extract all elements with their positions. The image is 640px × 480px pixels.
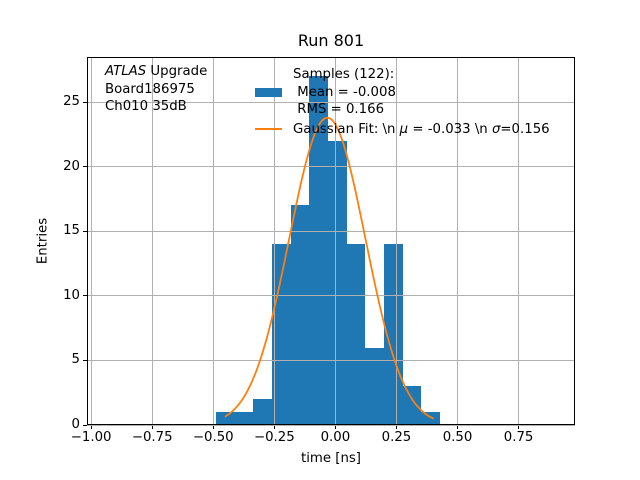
x-tick-mark: [518, 425, 520, 429]
legend-text: = -0.033 \n: [408, 121, 492, 137]
x-tick-label: −1.00: [70, 430, 112, 445]
y-axis-label: Entries: [35, 217, 51, 265]
annotation-text: Upgrade: [146, 64, 208, 79]
y-tick-label: 10: [63, 287, 80, 303]
chart-title: Run 801: [297, 31, 365, 50]
legend-patch-handle: [255, 87, 282, 97]
x-tick-label: 0.75: [503, 430, 534, 445]
x-tick-mark: [90, 425, 92, 429]
y-tick-label: 25: [63, 94, 80, 110]
x-tick-mark: [334, 425, 336, 429]
legend-label-line: RMS = 0.166: [293, 101, 384, 119]
y-tick-mark: [83, 101, 87, 103]
x-tick-label: −0.25: [253, 430, 295, 445]
plot-area: ATLAS Upgrade Board186975 Ch010 35dB Sampl…: [87, 57, 575, 426]
axes-frame: [87, 57, 575, 425]
y-tick-label: 5: [71, 352, 80, 368]
y-tick-mark: [83, 424, 87, 426]
legend-text: Mean = -0.008: [293, 84, 396, 100]
legend-label-line: Mean = -0.008: [293, 84, 396, 102]
x-gridline: [151, 57, 153, 425]
y-gridline: [87, 101, 575, 103]
annotation-line: ATLAS Upgrade: [105, 63, 207, 81]
annotation-line: Board186975: [105, 81, 207, 99]
x-tick-label: 0.25: [381, 430, 412, 445]
annotation-text: Board186975: [105, 81, 195, 97]
x-tick-mark: [151, 425, 153, 429]
legend-line-handle: [255, 128, 282, 131]
y-tick-mark: [83, 166, 87, 168]
legend-label-line: Gaussian Fit: \n μ = -0.033 \n σ=0.156: [293, 121, 550, 139]
legend-text: =0.156: [500, 121, 550, 137]
x-tick-label: 0.00: [320, 430, 351, 445]
x-tick-label: −0.50: [192, 430, 234, 445]
x-gridline: [457, 57, 459, 425]
legend-label-line: Samples (122):: [293, 66, 394, 84]
y-tick-label: 0: [71, 417, 80, 432]
y-tick-label: 20: [63, 158, 80, 174]
legend: Samples (122): Mean = -0.008 RMS = 0.166…: [87, 57, 575, 425]
y-tick-mark: [83, 230, 87, 232]
legend-text: RMS = 0.166: [293, 102, 385, 117]
atlas-annotation: ATLAS Upgrade Board186975 Ch010 35dB: [105, 63, 207, 116]
x-tick-mark: [273, 425, 275, 429]
legend-text: Gaussian Fit: \n: [293, 121, 400, 137]
x-gridline: [518, 57, 520, 425]
y-tick-mark: [83, 295, 87, 297]
y-tick-mark: [83, 359, 87, 361]
x-tick-label: 0.50: [442, 430, 473, 445]
y-tick-label: 15: [63, 223, 80, 239]
legend-text: σ: [491, 121, 501, 137]
x-tick-mark: [395, 425, 397, 429]
legend-text: Samples (122):: [293, 67, 395, 82]
x-tick-mark: [457, 425, 459, 429]
x-tick-mark: [212, 425, 214, 429]
legend-text: μ: [399, 121, 409, 137]
x-gridline: [212, 57, 214, 425]
annotation-text: ATLAS: [105, 64, 147, 79]
x-gridline: [90, 57, 92, 425]
x-tick-label: −0.75: [131, 430, 173, 445]
y-gridline: [87, 424, 575, 426]
annotation-text: Ch010 35dB: [105, 99, 187, 114]
annotation-line: Ch010 35dB: [105, 98, 207, 116]
x-axis-label: time [ns]: [301, 451, 361, 466]
